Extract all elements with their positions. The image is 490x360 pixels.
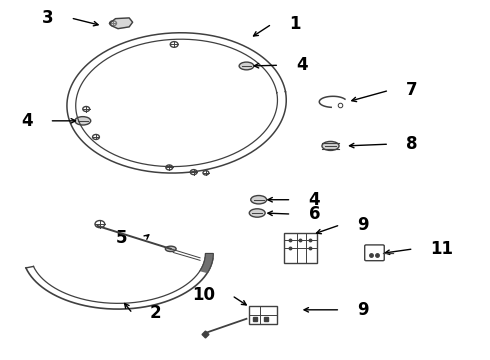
- Bar: [284, 233, 318, 263]
- Ellipse shape: [239, 62, 254, 70]
- Text: 3: 3: [42, 9, 53, 27]
- Ellipse shape: [165, 246, 176, 252]
- Text: 9: 9: [357, 301, 369, 319]
- Text: 4: 4: [296, 56, 308, 74]
- Ellipse shape: [75, 117, 91, 125]
- Ellipse shape: [249, 209, 265, 217]
- Polygon shape: [110, 18, 133, 29]
- Text: 1: 1: [289, 15, 300, 33]
- Text: 7: 7: [406, 81, 418, 99]
- Text: 8: 8: [406, 135, 418, 153]
- Ellipse shape: [251, 195, 267, 204]
- Text: 11: 11: [431, 240, 454, 258]
- Text: 4: 4: [309, 191, 320, 209]
- Text: 5: 5: [116, 229, 128, 247]
- Text: 4: 4: [21, 112, 32, 130]
- Bar: [249, 306, 277, 324]
- Text: 10: 10: [192, 287, 215, 305]
- Text: 9: 9: [357, 216, 369, 234]
- Text: 6: 6: [309, 205, 320, 223]
- Ellipse shape: [322, 141, 339, 150]
- Polygon shape: [200, 253, 213, 273]
- Text: 2: 2: [150, 305, 161, 323]
